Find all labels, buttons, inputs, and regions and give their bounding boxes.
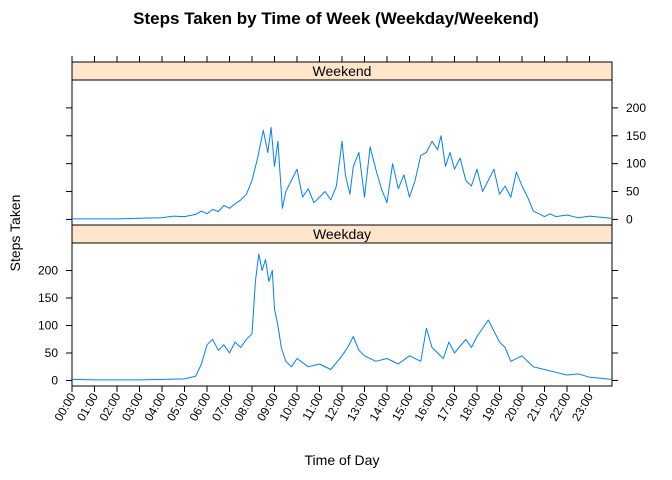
y-axis-label: Steps Taken	[7, 195, 23, 272]
weekday-ytick-label: 100	[38, 319, 58, 333]
weekday-steps-line	[71, 253, 611, 381]
xtick-label: 05:00	[164, 390, 191, 423]
chart-title: Steps Taken by Time of Week (Weekday/Wee…	[133, 9, 539, 28]
strip-weekday-label: Weekday	[313, 226, 371, 242]
weekend-ytick-label: 200	[626, 101, 646, 115]
weekday-ytick-label: 50	[45, 346, 59, 360]
xtick-label: 17:00	[434, 390, 461, 423]
xtick-label: 08:00	[231, 390, 258, 423]
weekday-ytick-label: 0	[51, 374, 58, 388]
x-axis: 00:0001:0002:0003:0004:0005:0006:0007:00…	[51, 386, 596, 424]
strip-weekend-label: Weekend	[313, 63, 372, 79]
weekend-ytick-label: 50	[626, 185, 640, 199]
xtick-label: 21:00	[524, 390, 551, 423]
xtick-label: 22:00	[546, 390, 573, 423]
xtick-label: 23:00	[569, 390, 596, 423]
xtick-label: 01:00	[74, 390, 101, 423]
xtick-label: 18:00	[456, 390, 483, 423]
xtick-label: 00:00	[51, 390, 78, 423]
weekend-y-axis: 0 50 100 150 200	[66, 101, 646, 226]
series-lines	[71, 126, 611, 381]
xtick-label: 02:00	[96, 390, 123, 423]
xtick-label: 04:00	[141, 390, 168, 423]
xtick-label: 12:00	[321, 390, 348, 423]
weekend-ytick-label: 100	[626, 157, 646, 171]
weekday-y-axis: 0 50 100 150 200	[38, 264, 618, 388]
xtick-label: 06:00	[186, 390, 213, 423]
weekend-steps-line	[72, 126, 611, 220]
xtick-label: 10:00	[276, 390, 303, 423]
xtick-label: 15:00	[389, 390, 416, 423]
xtick-label: 19:00	[479, 390, 506, 423]
weekday-ytick-label: 150	[38, 291, 58, 305]
xtick-label: 16:00	[411, 390, 438, 423]
weekend-ytick-label: 150	[626, 129, 646, 143]
x-axis-label: Time of Day	[305, 452, 380, 468]
top-axis-ticks	[71, 56, 590, 62]
xtick-label: 03:00	[119, 390, 146, 423]
weekend-ytick-label: 0	[626, 212, 633, 226]
xtick-label: 20:00	[501, 390, 528, 423]
xtick-label: 09:00	[254, 390, 281, 423]
xtick-label: 07:00	[209, 390, 236, 423]
xtick-label: 13:00	[344, 390, 371, 423]
xtick-label: 14:00	[366, 390, 393, 423]
weekday-ytick-label: 200	[38, 264, 58, 278]
panel-weekend	[71, 79, 613, 226]
